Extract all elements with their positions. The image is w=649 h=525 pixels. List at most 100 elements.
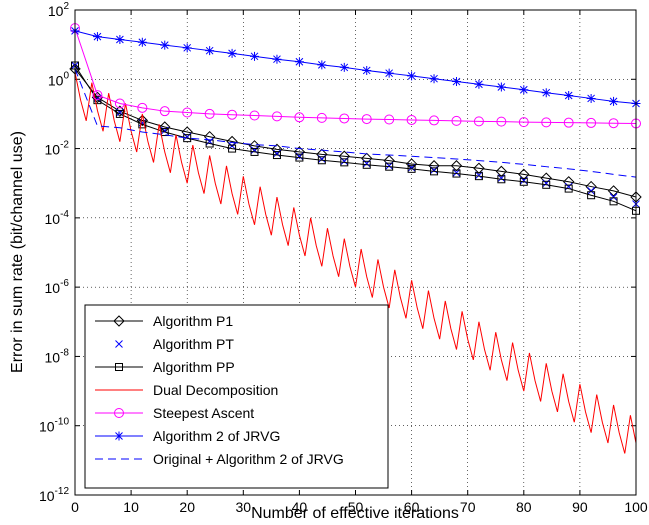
x-tick-label: 30 [236, 499, 252, 515]
marker-star [115, 34, 125, 44]
x-tick-label: 0 [71, 499, 79, 515]
marker-circle [586, 117, 597, 128]
marker-star [609, 96, 619, 106]
x-tick-label: 60 [404, 499, 420, 515]
marker-star [317, 60, 327, 70]
marker-star [250, 51, 260, 61]
x-tick-label: 70 [460, 499, 476, 515]
marker-star [407, 71, 417, 81]
marker-circle [429, 115, 440, 126]
marker-square [519, 177, 528, 186]
marker-diamond [473, 162, 485, 174]
series-line [74, 30, 637, 104]
y-tick-label: 10-8 [45, 347, 70, 365]
marker-square [362, 160, 371, 169]
x-tick-label: 50 [348, 499, 364, 515]
marker-star [160, 40, 170, 50]
y-tick-label: 10-2 [45, 140, 70, 158]
marker-star [205, 46, 215, 56]
legend-label: Algorithm PT [153, 336, 234, 352]
marker-circle [182, 107, 193, 118]
marker-square [115, 109, 124, 118]
marker-circle [294, 112, 305, 123]
marker-square [497, 175, 506, 184]
marker-star [339, 62, 349, 72]
marker-star [92, 32, 102, 42]
marker-circle [406, 114, 417, 125]
marker-square [250, 147, 259, 156]
marker-star [362, 65, 372, 75]
marker-circle [563, 117, 574, 128]
marker-star [294, 57, 304, 67]
marker-star [451, 77, 461, 87]
marker-circle [137, 102, 148, 113]
marker-square [272, 151, 281, 160]
y-tick-label: 10-12 [39, 486, 69, 504]
marker-x [609, 193, 618, 201]
marker-circle [92, 90, 103, 101]
legend-label: Original + Algorithm 2 of JRVG [153, 451, 344, 467]
marker-square [160, 128, 169, 137]
marker-star [114, 431, 124, 441]
marker-star [429, 74, 439, 84]
legend: Algorithm P1 Algorithm PT Algorithm PP Dual… [84, 304, 389, 489]
x-tick-label: 40 [292, 499, 308, 515]
marker-square [474, 172, 483, 181]
marker-square [385, 162, 394, 171]
marker-square [430, 167, 439, 176]
legend-label: Dual Decomposition [153, 382, 278, 398]
marker-square [407, 164, 416, 173]
marker-circle [361, 114, 372, 125]
marker-circle [339, 113, 350, 124]
y-tick-label: 10-4 [45, 209, 70, 227]
series-line [74, 27, 637, 124]
marker-square [542, 180, 551, 189]
marker-diamond [495, 165, 508, 178]
series-line [74, 68, 637, 178]
marker-square [228, 144, 237, 153]
marker-square [340, 158, 349, 167]
marker-diamond [113, 315, 125, 327]
marker-circle [271, 111, 282, 122]
marker-circle [316, 112, 327, 123]
marker-square [93, 96, 102, 105]
marker-circle [114, 98, 125, 109]
marker-square [452, 169, 461, 178]
legend-label: Algorithm PP [153, 359, 235, 375]
marker-circle [159, 106, 170, 117]
marker-circle [114, 408, 124, 418]
y-tick-label: 10-6 [45, 278, 70, 296]
legend-box [84, 304, 389, 489]
marker-circle [608, 118, 619, 129]
marker-star [519, 85, 529, 95]
marker-star [586, 93, 596, 103]
marker-diamond [450, 160, 463, 172]
marker-circle [518, 117, 529, 128]
marker-diamond [271, 143, 283, 156]
marker-x [115, 340, 123, 348]
marker-star [541, 88, 551, 98]
marker-star [137, 37, 147, 47]
marker-square [317, 156, 326, 165]
marker-star [227, 48, 237, 58]
x-tick-label: 20 [179, 499, 195, 515]
marker-circle [204, 108, 215, 119]
plot-frame [74, 9, 637, 496]
y-tick-label: 100 [48, 70, 70, 88]
marker-circle [227, 109, 238, 120]
marker-star [496, 82, 506, 92]
marker-square [295, 153, 304, 162]
x-tick-label: 100 [624, 499, 648, 515]
legend-label: Algorithm P1 [153, 313, 233, 329]
marker-square [183, 134, 192, 143]
y-tick-label: 10-10 [39, 417, 69, 435]
marker-star [384, 68, 394, 78]
legend-label: Algorithm 2 of JRVG [153, 428, 280, 444]
marker-circle [384, 114, 395, 125]
marker-star [474, 79, 484, 89]
x-tick-label: 10 [123, 499, 139, 515]
marker-square [115, 363, 123, 371]
marker-circle [496, 116, 507, 127]
y-axis-label: Error in sum rate (bit/channel use) [9, 131, 26, 373]
marker-square [587, 191, 596, 200]
